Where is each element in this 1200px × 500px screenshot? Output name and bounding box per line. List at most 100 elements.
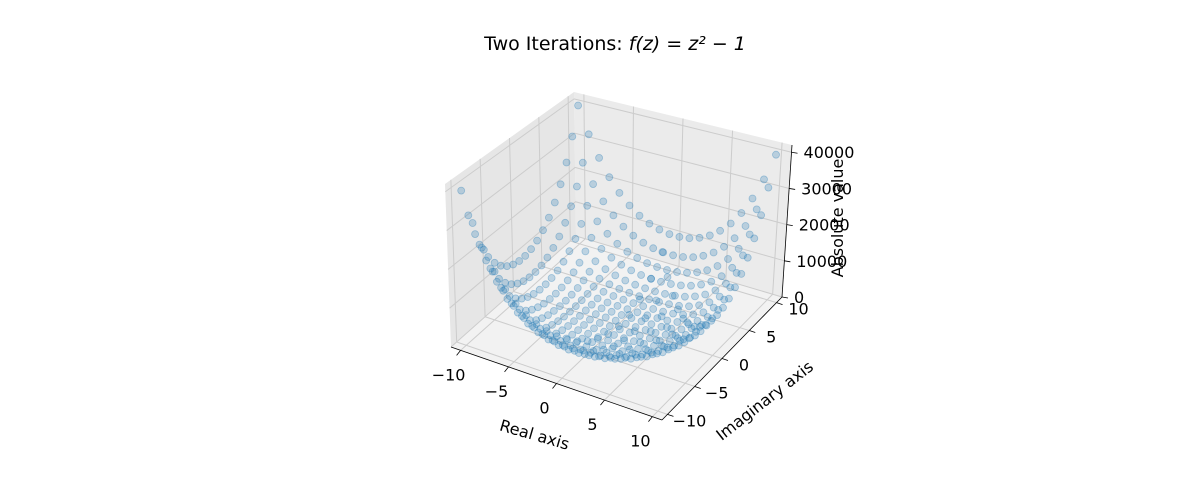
data-point xyxy=(479,245,488,254)
data-point xyxy=(553,332,561,341)
data-point xyxy=(540,299,548,308)
data-point xyxy=(564,345,573,354)
data-point xyxy=(664,345,673,354)
data-point xyxy=(531,268,540,276)
data-point xyxy=(645,295,653,304)
data-point xyxy=(471,230,480,239)
data-point xyxy=(570,317,578,326)
data-point xyxy=(628,349,637,358)
data-point xyxy=(590,352,599,361)
data-point xyxy=(695,233,704,242)
data-point xyxy=(697,280,705,289)
data-point xyxy=(657,312,666,321)
data-point xyxy=(679,335,688,344)
data-point xyxy=(573,284,582,292)
data-point xyxy=(750,234,759,243)
data-point xyxy=(475,240,484,249)
data-point xyxy=(550,337,559,346)
data-point xyxy=(574,326,582,335)
data-point xyxy=(607,307,616,316)
data-point xyxy=(611,316,620,325)
data-point xyxy=(679,310,687,319)
data-point xyxy=(719,303,727,312)
data-point xyxy=(575,258,584,267)
data-point xyxy=(521,251,530,260)
data-point xyxy=(601,265,610,274)
data-point xyxy=(540,331,549,340)
data-point xyxy=(503,294,512,303)
data-point xyxy=(605,280,614,289)
data-point xyxy=(601,313,610,322)
data-point xyxy=(643,259,651,268)
data-point xyxy=(663,323,671,332)
x-tick-mark xyxy=(648,416,653,422)
data-point xyxy=(620,336,629,345)
data-point xyxy=(629,231,638,240)
data-point xyxy=(571,302,580,311)
data-point xyxy=(685,234,694,243)
data-point xyxy=(513,279,522,288)
data-point xyxy=(741,222,750,230)
data-point xyxy=(533,236,541,245)
data-point xyxy=(752,205,761,214)
data-point xyxy=(570,346,579,355)
data-point xyxy=(604,330,613,338)
data-point xyxy=(518,312,526,320)
data-point xyxy=(604,336,612,345)
data-point xyxy=(555,232,564,241)
data-point xyxy=(691,292,699,301)
data-point xyxy=(665,300,673,309)
data-point xyxy=(477,243,486,252)
data-point xyxy=(503,262,511,271)
data-point xyxy=(655,298,663,306)
data-point xyxy=(495,274,503,283)
data-point xyxy=(713,311,721,320)
data-point xyxy=(587,300,596,309)
data-point xyxy=(667,280,675,288)
data-point xyxy=(617,260,626,269)
data-point xyxy=(605,173,614,182)
data-point xyxy=(614,322,623,331)
data-point xyxy=(737,269,746,278)
data-point xyxy=(536,324,545,333)
data-point xyxy=(566,341,575,350)
data-point xyxy=(681,330,690,339)
data-point xyxy=(579,276,588,285)
data-point xyxy=(686,333,695,342)
data-point xyxy=(582,342,591,351)
data-point xyxy=(464,211,473,220)
x-axis-label: Real axis xyxy=(497,416,571,454)
data-point xyxy=(568,132,577,141)
data-point xyxy=(705,231,714,240)
data-point xyxy=(695,301,703,310)
data-point xyxy=(631,323,640,331)
data-point xyxy=(584,130,593,139)
data-point xyxy=(632,353,641,362)
data-point xyxy=(641,345,650,354)
data-point xyxy=(568,330,577,339)
z-tick-mark xyxy=(789,188,796,190)
data-point xyxy=(772,150,780,159)
data-point xyxy=(690,322,699,331)
data-point xyxy=(486,264,495,273)
data-point xyxy=(627,354,635,363)
data-point xyxy=(554,341,563,350)
data-point xyxy=(703,266,712,275)
data-point xyxy=(697,321,706,329)
data-point xyxy=(535,285,544,294)
grid-line-z xyxy=(450,235,783,348)
data-point xyxy=(646,327,655,336)
y-tick-label: −10 xyxy=(673,411,707,430)
data-point xyxy=(607,253,616,262)
data-point xyxy=(605,322,614,331)
data-point xyxy=(561,218,570,227)
data-point xyxy=(674,341,683,350)
data-point xyxy=(669,309,677,318)
grid-line-z xyxy=(449,201,785,309)
data-point xyxy=(619,222,628,231)
data-point xyxy=(619,295,628,304)
z-tick-mark xyxy=(791,151,798,154)
data-point xyxy=(717,272,726,281)
data-point xyxy=(693,268,701,277)
z-tick-label: 40000 xyxy=(804,143,855,162)
